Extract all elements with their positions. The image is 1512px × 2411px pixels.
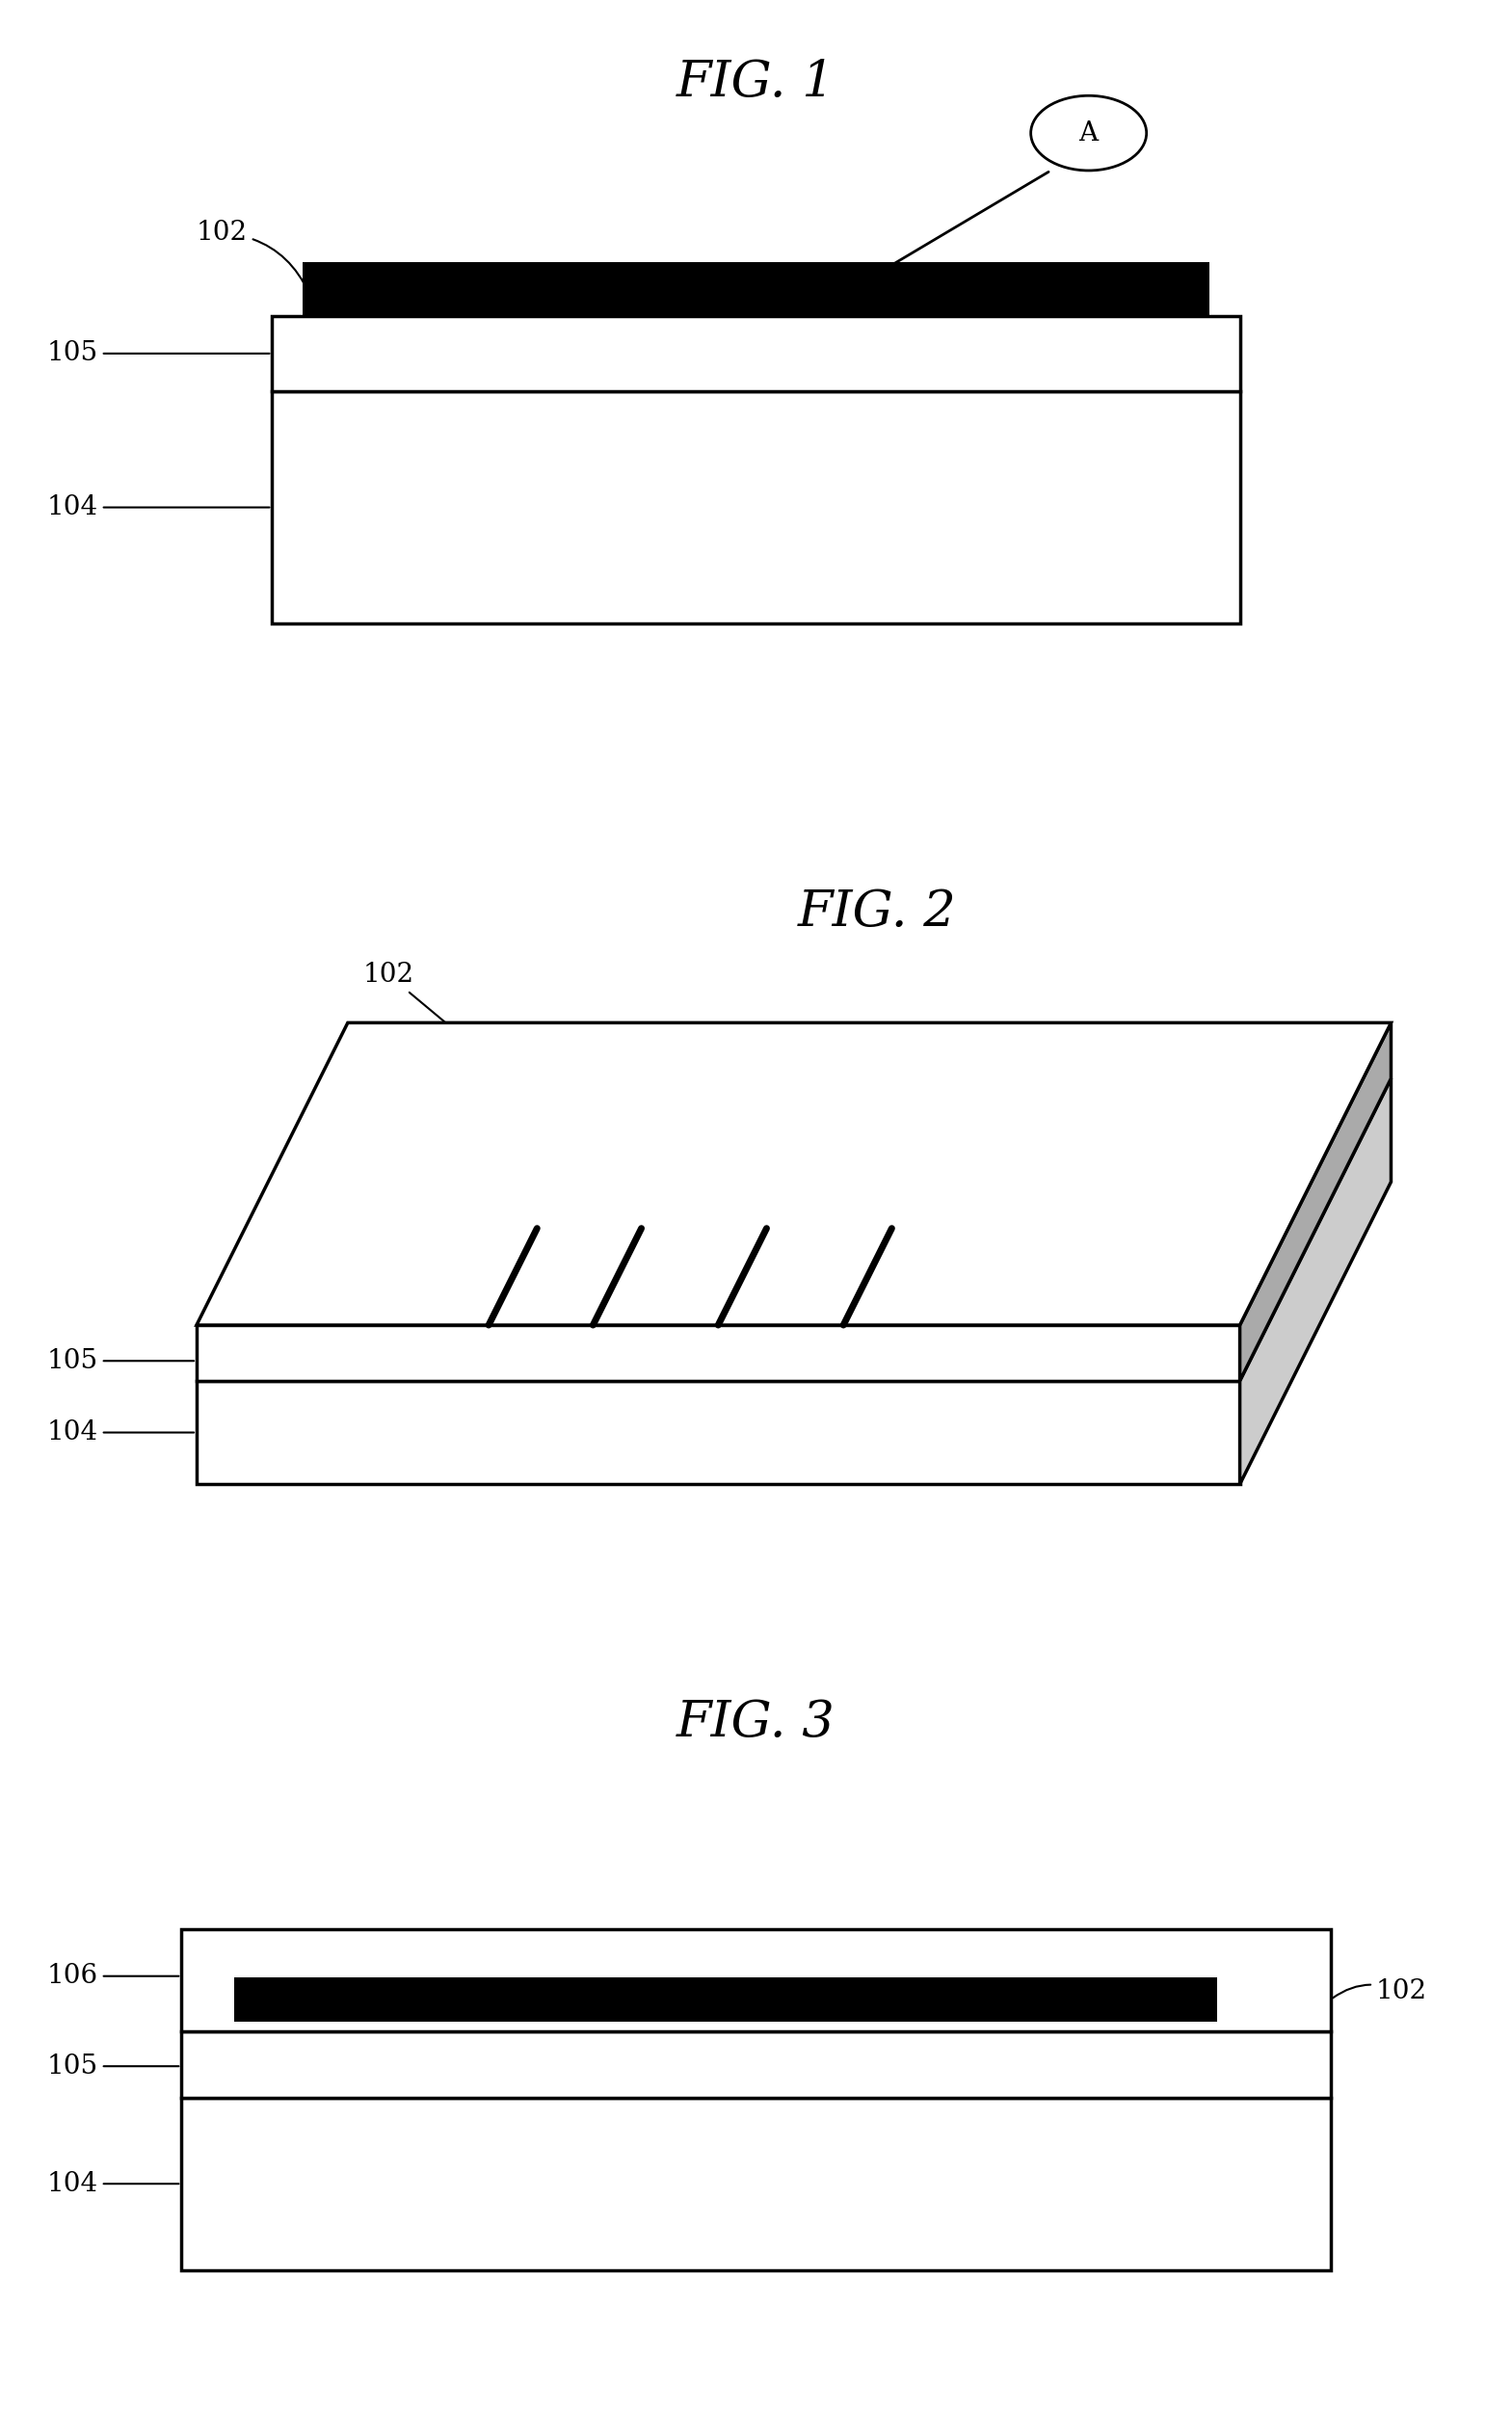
Text: 104: 104 <box>47 2170 178 2196</box>
Text: FIG. 3: FIG. 3 <box>676 1697 836 1748</box>
Text: 104: 104 <box>47 1420 194 1447</box>
Text: FIG. 2: FIG. 2 <box>797 887 957 935</box>
Bar <box>302 263 1210 316</box>
Text: 102: 102 <box>363 962 482 1054</box>
Polygon shape <box>1240 1078 1391 1485</box>
Text: 102: 102 <box>1332 1979 1427 2006</box>
Polygon shape <box>197 1022 1391 1326</box>
Text: FIG. 1: FIG. 1 <box>676 58 836 108</box>
Text: 106: 106 <box>47 1963 178 1989</box>
Bar <box>181 2030 1331 2098</box>
Bar <box>181 2098 1331 2271</box>
Ellipse shape <box>1031 96 1146 171</box>
Bar <box>181 1929 1331 2030</box>
Bar <box>272 391 1240 624</box>
Text: 105: 105 <box>47 2054 178 2078</box>
Bar <box>272 316 1240 391</box>
Text: 105: 105 <box>47 1348 194 1374</box>
Text: 102: 102 <box>197 219 308 292</box>
Text: 104: 104 <box>47 494 269 521</box>
Polygon shape <box>197 1326 1240 1382</box>
Polygon shape <box>1240 1022 1391 1382</box>
Text: A: A <box>1080 121 1098 147</box>
Text: 105: 105 <box>47 340 269 366</box>
Polygon shape <box>197 1382 1240 1485</box>
Bar <box>234 1977 1217 2020</box>
